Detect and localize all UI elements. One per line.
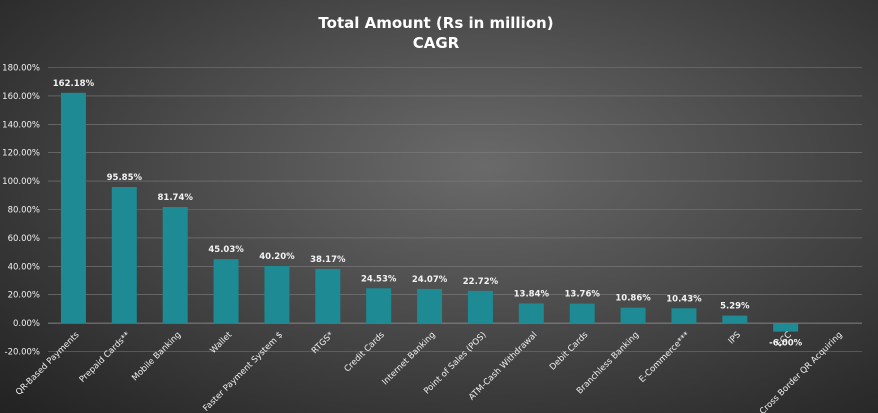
bar (671, 308, 697, 324)
data-label: 5.29% (720, 302, 750, 312)
x-tick-label: Internet Banking (380, 330, 437, 387)
data-label: 40.20% (259, 252, 295, 262)
data-label: 24.07% (412, 275, 448, 285)
y-tick-label: 20.00% (8, 291, 40, 301)
data-label: 81.74% (157, 193, 193, 203)
bar (773, 323, 799, 332)
bar (620, 307, 646, 324)
data-label: 13.76% (564, 290, 600, 300)
bar (417, 288, 443, 324)
bar (722, 315, 748, 324)
x-tick-label: Prepaid Cards** (78, 330, 133, 385)
bar (518, 303, 544, 324)
data-label: -6.00% (769, 339, 802, 349)
y-tick-label: 100.00% (2, 177, 40, 187)
y-tick-label: -20.00% (5, 348, 40, 358)
y-tick-label: 180.00% (2, 64, 40, 74)
bar (366, 288, 392, 324)
y-tick-label: 80.00% (8, 206, 40, 216)
y-tick-label: 120.00% (2, 149, 40, 159)
data-label: 24.53% (361, 274, 397, 284)
x-tick-label: Debit Cards (548, 330, 591, 373)
bar (111, 186, 137, 324)
bar (60, 92, 86, 324)
chart-subtitle: CAGR (413, 34, 460, 52)
data-label: 38.17% (310, 255, 346, 265)
y-tick-label: 0.00% (13, 319, 40, 329)
x-tick-label: E-Commerce*** (637, 330, 692, 385)
x-tick-label: IPS (727, 330, 743, 346)
bar (213, 259, 239, 324)
x-tick-label: Wallet (208, 330, 234, 356)
data-label: 22.72% (463, 277, 499, 287)
x-tick-label: RTGS* (310, 330, 336, 356)
bar (264, 266, 290, 324)
x-tick-label: Credit Cards (343, 330, 388, 375)
data-label: 10.86% (615, 294, 651, 304)
data-label: 45.03% (208, 245, 244, 255)
data-label: 162.18% (53, 79, 95, 89)
data-label: 13.84% (514, 289, 550, 299)
bar (467, 290, 493, 324)
data-label: 95.85% (107, 173, 143, 183)
bar (569, 303, 595, 324)
x-tick-label: QR-Based Payments (14, 330, 82, 398)
chart-title: Total Amount (Rs in million) (318, 14, 553, 32)
y-tick-label: 160.00% (2, 92, 40, 102)
y-tick-label: 40.00% (8, 262, 40, 272)
y-tick-label: 140.00% (2, 120, 40, 130)
y-tick-label: 60.00% (8, 234, 40, 244)
bar (162, 207, 188, 324)
data-label: 10.43% (666, 294, 702, 304)
bar (315, 268, 341, 324)
x-tick-label: Mobile Banking (130, 330, 183, 383)
